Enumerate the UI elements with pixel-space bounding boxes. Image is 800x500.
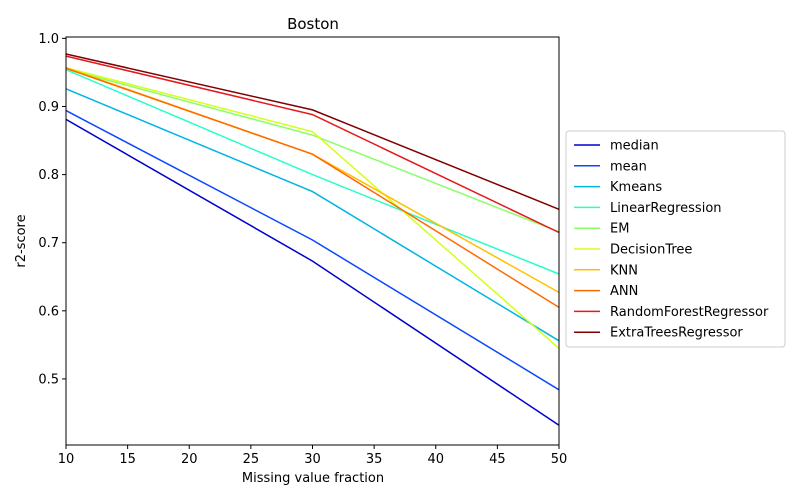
x-tick-label: 15 (119, 452, 136, 467)
y-tick-label: 0.5 (38, 372, 59, 387)
series-line-3 (65, 69, 560, 275)
y-tick-label: 1.0 (38, 32, 59, 47)
x-axis-label: Missing value fraction (242, 471, 384, 486)
series-line-4 (65, 68, 560, 233)
series-line-0 (65, 118, 560, 426)
series-line-1 (65, 109, 560, 391)
plot-lines (65, 53, 560, 426)
x-tick-label: 35 (366, 452, 383, 467)
legend-frame (565, 130, 786, 348)
legend-label: KNN (610, 263, 638, 278)
series-line-7 (65, 67, 560, 309)
x-tick-label: 10 (58, 452, 75, 467)
x-axis-ticks: 10 15 20 25 30 35 40 45 50 (58, 445, 568, 467)
x-tick-label: 40 (427, 452, 444, 467)
legend-label: ExtraTreesRegressor (610, 326, 743, 341)
legend-label: DecisionTree (610, 243, 692, 258)
legend: median mean Kmeans LinearRegression EM Decisi… (565, 130, 786, 348)
series-line-8 (65, 55, 560, 234)
legend-label: median (610, 139, 659, 154)
legend-label: EM (610, 222, 629, 237)
y-tick-label: 0.6 (38, 304, 59, 319)
chart-title: Boston (287, 15, 339, 33)
legend-label: LinearRegression (610, 201, 722, 216)
x-tick-label: 50 (551, 452, 568, 467)
legend-label: mean (610, 159, 647, 174)
legend-label: Kmeans (610, 180, 662, 195)
y-axis-ticks: 0.5 0.6 0.7 0.8 0.9 1.0 (38, 32, 66, 387)
x-tick-label: 30 (304, 452, 321, 467)
y-tick-label: 0.8 (38, 168, 59, 183)
legend-label: ANN (610, 284, 638, 299)
series-line-2 (65, 88, 560, 342)
x-tick-label: 45 (489, 452, 506, 467)
y-axis-label: r2-score (14, 214, 29, 267)
legend-label: RandomForestRegressor (610, 305, 769, 320)
x-tick-label: 25 (243, 452, 260, 467)
y-tick-label: 0.7 (38, 236, 59, 251)
series-line-9 (65, 53, 560, 210)
series-line-5 (65, 66, 560, 349)
x-tick-label: 20 (181, 452, 198, 467)
y-tick-label: 0.9 (38, 100, 59, 115)
plot-area-frame (65, 36, 560, 446)
